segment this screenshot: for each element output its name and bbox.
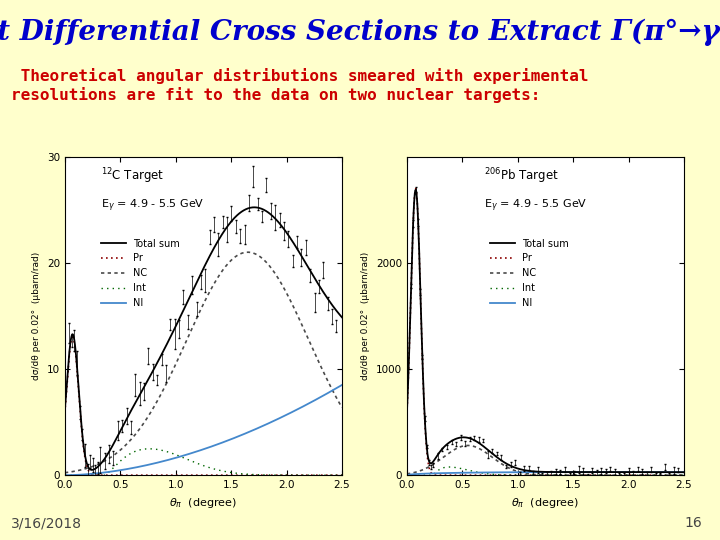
Text: $^{206}$Pb Target: $^{206}$Pb Target	[485, 166, 559, 186]
Text: 16: 16	[684, 516, 702, 530]
Text: Fit Differential Cross Sections to Extract Γ(π°→γγ): Fit Differential Cross Sections to Extra…	[0, 19, 720, 46]
Text: resolutions are fit to the data on two nuclear targets:: resolutions are fit to the data on two n…	[11, 87, 540, 104]
Legend: Total sum, Pr, NC, Int, NI: Total sum, Pr, NC, Int, NI	[97, 235, 184, 312]
Text: E$_\gamma$ = 4.9 - 5.5 GeV: E$_\gamma$ = 4.9 - 5.5 GeV	[485, 198, 588, 214]
Text: Theoretical angular distributions smeared with experimental: Theoretical angular distributions smeare…	[11, 68, 588, 84]
X-axis label: $\theta_\pi$  (degree): $\theta_\pi$ (degree)	[169, 496, 238, 510]
Text: $^{12}$C Target: $^{12}$C Target	[101, 166, 164, 186]
Legend: Total sum, Pr, NC, Int, NI: Total sum, Pr, NC, Int, NI	[487, 235, 573, 312]
X-axis label: $\theta_\pi$  (degree): $\theta_\pi$ (degree)	[511, 496, 580, 510]
Y-axis label: dσ/dθ per 0.02°  (μbarn/rad): dσ/dθ per 0.02° (μbarn/rad)	[361, 252, 370, 380]
Y-axis label: dσ/dθ per 0.02°  (μbarn/rad): dσ/dθ per 0.02° (μbarn/rad)	[32, 252, 41, 380]
Text: E$_\gamma$ = 4.9 - 5.5 GeV: E$_\gamma$ = 4.9 - 5.5 GeV	[101, 198, 204, 214]
Text: 3/16/2018: 3/16/2018	[11, 516, 82, 530]
